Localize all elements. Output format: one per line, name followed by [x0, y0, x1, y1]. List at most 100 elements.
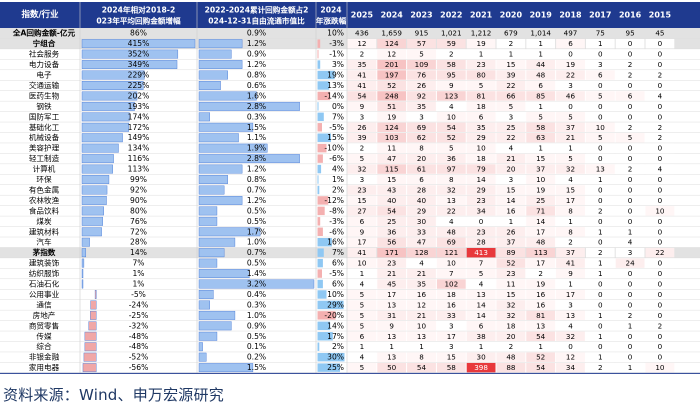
year-cell: 0 — [658, 196, 663, 205]
year-cell: 25 — [536, 196, 545, 205]
year-heat-cell — [496, 185, 526, 195]
year-heat-cell — [377, 300, 407, 310]
industry-label: 宁组合 — [33, 38, 56, 48]
year-heat-cell — [645, 59, 675, 70]
year-heat-cell — [466, 227, 496, 237]
year-cell: 35 — [417, 102, 426, 111]
year-heat-cell — [556, 185, 585, 195]
year-cell: 45 — [655, 29, 664, 38]
year-heat-cell — [645, 216, 675, 227]
year-cell: 10 — [447, 112, 457, 121]
year-cell: 29 — [417, 206, 427, 215]
year-cell: 2 — [449, 50, 454, 59]
year-heat-cell — [615, 133, 645, 143]
year-heat-cell — [407, 247, 436, 258]
year-heat-cell — [377, 112, 407, 122]
year-heat-cell — [645, 300, 675, 310]
growth-bar — [81, 258, 85, 268]
year-heat-cell — [556, 237, 585, 247]
year-cell: 1 — [479, 50, 484, 59]
return-value: 6% — [332, 280, 344, 289]
year-heat-cell — [407, 321, 436, 331]
return-bar — [317, 342, 320, 351]
year-cell: 679 — [504, 29, 518, 38]
year-cell: 13 — [566, 311, 575, 320]
ratio-bar — [198, 279, 315, 289]
growth-bar — [94, 290, 97, 299]
header-year: 2015 — [649, 11, 672, 20]
year-cell: 1 — [568, 280, 573, 289]
year-heat-cell — [645, 352, 675, 362]
year-cell: 1 — [509, 217, 514, 226]
year-cell: 0 — [568, 50, 573, 59]
year-cell: 1 — [419, 342, 424, 351]
year-cell: 1,212 — [471, 29, 492, 38]
return-bar — [317, 269, 322, 278]
year-cell: 0 — [658, 81, 663, 90]
year-heat-cell — [556, 321, 585, 331]
ratio-value: 1.2% — [247, 165, 266, 174]
growth-bar — [81, 112, 130, 122]
year-heat-cell — [645, 153, 675, 164]
year-cell: 58 — [536, 123, 546, 132]
year-heat-cell — [585, 112, 615, 122]
year-cell: 12 — [417, 300, 426, 309]
year-heat-cell — [496, 143, 526, 153]
year-heat-cell — [407, 143, 436, 153]
year-cell: 1 — [598, 39, 603, 48]
year-cell: 14 — [536, 217, 546, 226]
year-cell: 4 — [568, 321, 573, 330]
year-heat-cell — [615, 101, 645, 112]
year-heat-cell — [407, 49, 436, 59]
growth-value: -56% — [129, 363, 149, 372]
year-cell: 0 — [479, 217, 484, 226]
year-cell: 0 — [598, 144, 603, 153]
year-heat-cell — [496, 70, 526, 80]
year-heat-cell — [585, 310, 615, 321]
year-heat-cell — [407, 279, 436, 289]
year-heat-cell — [377, 206, 407, 216]
year-heat-cell — [585, 185, 615, 195]
year-heat-cell — [496, 122, 526, 132]
year-heat-cell — [645, 91, 675, 101]
year-cell: 0 — [628, 112, 633, 121]
industry-label: 轻工制造 — [29, 153, 60, 163]
year-heat-cell — [556, 247, 585, 258]
year-cell: 92 — [417, 91, 426, 100]
year-heat-cell — [377, 133, 407, 143]
year-cell: 497 — [564, 29, 578, 38]
year-cell: 30 — [417, 217, 427, 226]
year-heat-cell — [496, 38, 526, 49]
year-cell: 39 — [357, 133, 367, 142]
year-heat-cell — [496, 258, 526, 268]
year-heat-cell — [436, 227, 466, 237]
year-heat-cell — [496, 227, 526, 237]
year-cell: 16 — [506, 206, 516, 215]
return-value: 1% — [332, 175, 344, 184]
ratio-bar — [198, 206, 218, 216]
year-heat-cell — [347, 122, 377, 132]
year-heat-cell — [645, 206, 675, 216]
year-cell: 43 — [387, 185, 396, 194]
year-heat-cell — [347, 300, 377, 310]
ratio-bar — [198, 290, 214, 299]
year-cell: 1 — [538, 144, 543, 153]
year-cell: 47 — [417, 238, 426, 247]
return-value: -1% — [329, 50, 344, 59]
return-bar — [317, 133, 331, 142]
year-cell: 1 — [538, 102, 543, 111]
year-heat-cell — [556, 164, 585, 174]
year-heat-cell — [496, 310, 526, 321]
growth-bar — [81, 39, 196, 49]
year-cell: 171 — [385, 248, 399, 257]
year-heat-cell — [556, 80, 585, 91]
ratio-value: 0.9% — [247, 29, 266, 38]
year-cell: 3 — [449, 342, 454, 351]
year-heat-cell — [466, 216, 496, 227]
growth-bar — [81, 154, 114, 164]
year-cell: 37 — [566, 248, 575, 257]
year-heat-cell — [556, 331, 585, 341]
year-heat-cell — [645, 310, 675, 321]
year-heat-cell — [585, 174, 615, 185]
year-cell: 0 — [658, 290, 663, 299]
